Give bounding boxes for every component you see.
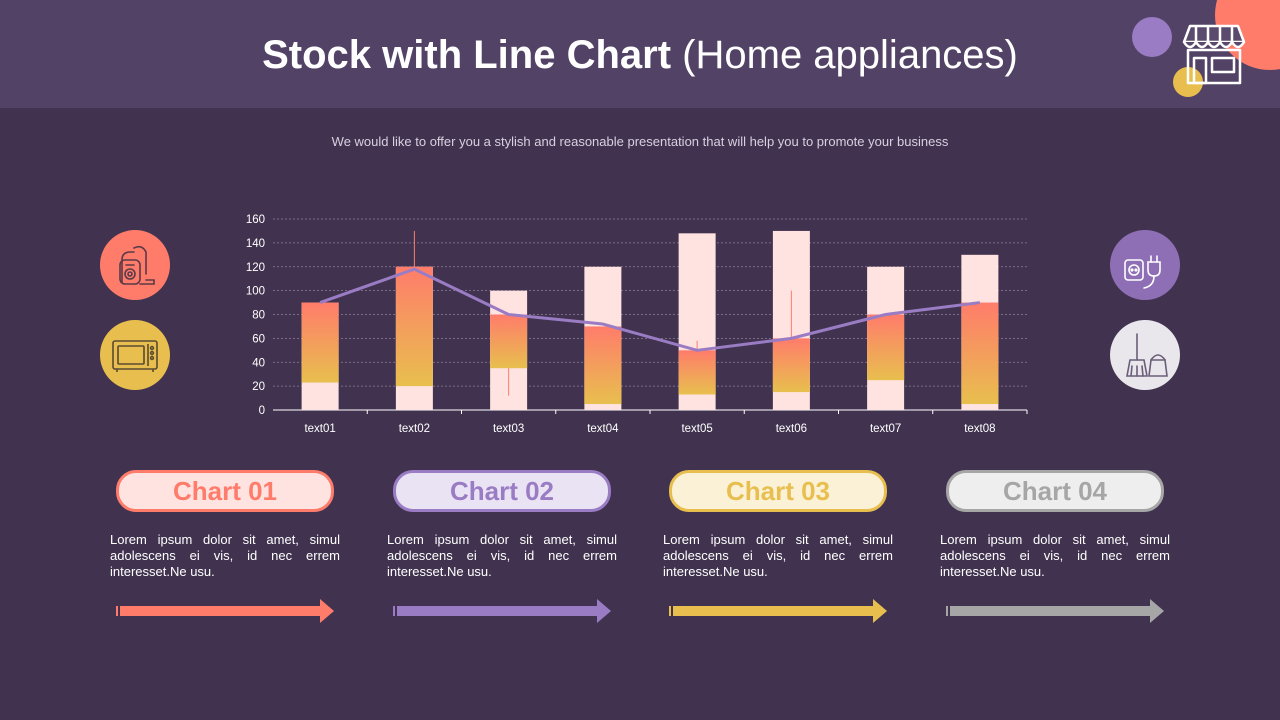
stock-bar — [490, 314, 528, 369]
x-tick-label: text07 — [870, 423, 901, 435]
x-tick-label: text02 — [399, 423, 430, 435]
x-tick-label: text03 — [493, 423, 524, 435]
decor-circle-purple — [1132, 17, 1172, 57]
y-tick-label: 20 — [252, 381, 265, 393]
x-tick-label: text01 — [304, 423, 335, 435]
y-tick-label: 0 — [259, 405, 265, 417]
arrow-icon-3 — [669, 599, 887, 623]
card-pill-1: Chart 01 — [116, 470, 334, 512]
y-tick-label: 60 — [252, 333, 265, 345]
y-tick-label: 120 — [246, 262, 265, 274]
x-tick-label: text05 — [681, 423, 712, 435]
y-tick-label: 140 — [246, 238, 265, 250]
card-text-4: Lorem ipsum dolor sit amet, simul adoles… — [940, 532, 1170, 579]
title-rest: (Home appliances) — [682, 33, 1018, 77]
microwave-icon — [100, 320, 170, 390]
y-tick-label: 80 — [252, 310, 265, 322]
broom-bucket-icon — [1110, 320, 1180, 390]
y-tick-label: 100 — [246, 286, 265, 298]
stock-bar — [961, 302, 999, 405]
title-bold: Stock with Line Chart — [262, 33, 672, 77]
header-bar: Stock with Line Chart (Home appliances) — [0, 0, 1280, 108]
card-pill-4: Chart 04 — [946, 470, 1164, 512]
stock-line-chart: 0 20 40 60 80 100 120 140 160 text01 text02 text03 t… — [246, 214, 1028, 435]
card-text-2: Lorem ipsum dolor sit amet, simul adoles… — [387, 532, 617, 579]
x-tick-label: text06 — [776, 423, 807, 435]
stock-bar — [772, 338, 810, 393]
x-tick-label: text08 — [964, 423, 995, 435]
card-pill-2: Chart 02 — [393, 470, 611, 512]
stock-bar — [867, 314, 905, 381]
arrow-icon-1 — [116, 599, 334, 623]
x-tick-label: text04 — [587, 423, 619, 435]
arrow-icon-4 — [946, 599, 1164, 623]
stock-bar — [395, 266, 433, 387]
stock-bar — [301, 302, 339, 383]
stock-bar — [678, 350, 716, 395]
arrow-icon-2 — [393, 599, 611, 623]
subtitle: We would like to offer you a stylish and… — [331, 134, 949, 149]
card-pill-3: Chart 03 — [669, 470, 887, 512]
y-tick-label: 40 — [252, 357, 265, 369]
card-text-3: Lorem ipsum dolor sit amet, simul adoles… — [663, 532, 893, 579]
store-icon — [1182, 24, 1246, 85]
vacuum-cleaner-icon — [100, 230, 170, 300]
trend-line — [319, 267, 981, 352]
y-tick-label: 160 — [246, 214, 265, 226]
page-title: Stock with Line Chart (Home appliances) — [0, 30, 1280, 80]
stock-bar — [584, 326, 622, 405]
card-text-1: Lorem ipsum dolor sit amet, simul adoles… — [110, 532, 340, 579]
power-plug-icon — [1110, 230, 1180, 300]
